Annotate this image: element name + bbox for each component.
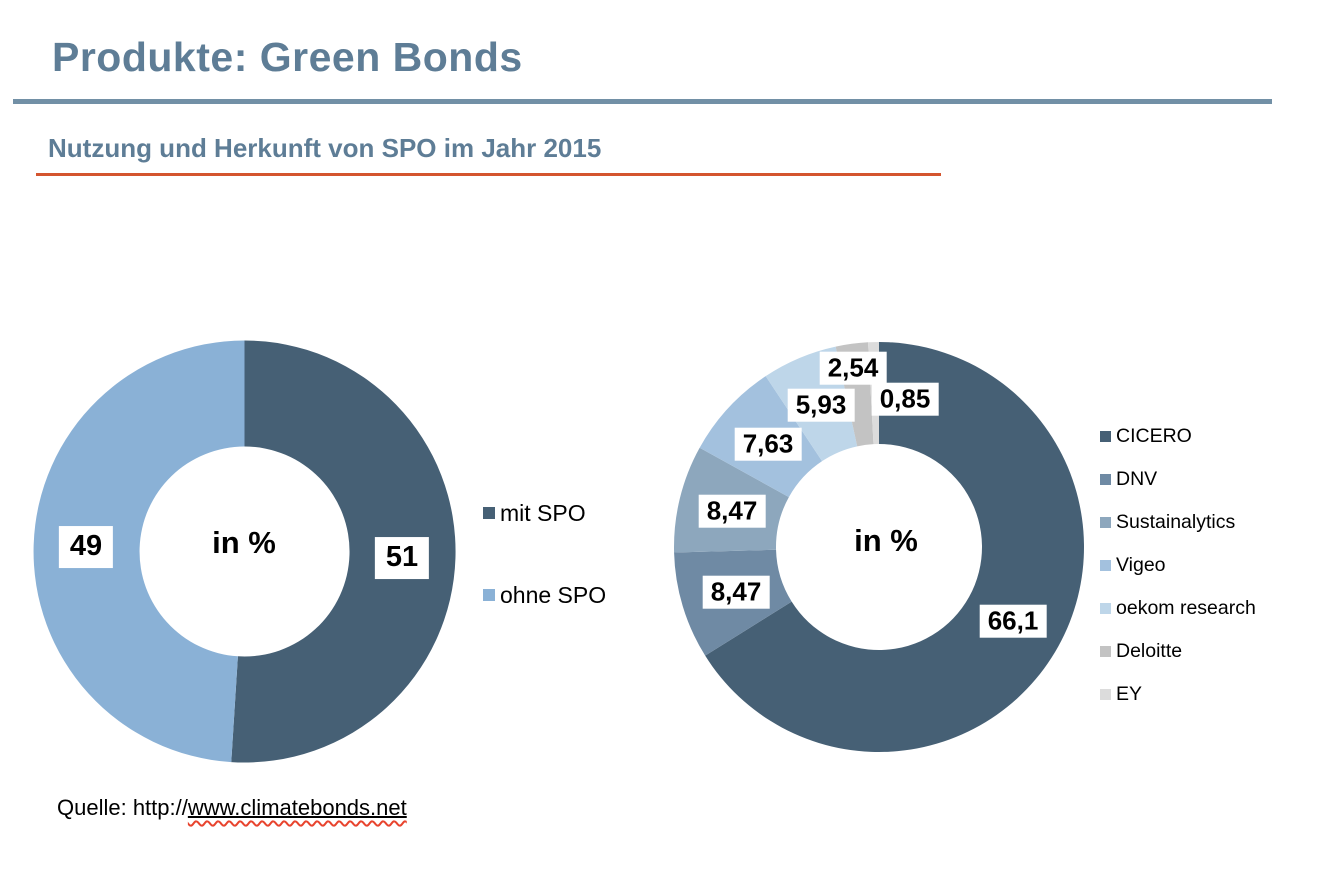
legend-item-vigeo: Vigeo bbox=[1100, 552, 1256, 578]
legend-spo-usage: mit SPO ohne SPO bbox=[483, 500, 606, 608]
donut-center-label: in % bbox=[854, 523, 918, 558]
legend-swatch-icon bbox=[1100, 430, 1111, 442]
donut-chart-spo-providers: 66,1 8,47 8,47 7,63 5,93 2,54 0,85 in % bbox=[673, 342, 1085, 752]
legend-label: Vigeo bbox=[1116, 553, 1166, 576]
legend-item-ohne-spo: ohne SPO bbox=[483, 582, 606, 608]
page-subtitle: Nutzung und Herkunft von SPO im Jahr 201… bbox=[48, 133, 602, 163]
source-prefix: Quelle: http:// bbox=[57, 795, 188, 820]
source-caption: Quelle: http://www.climatebonds.net bbox=[57, 795, 407, 821]
legend-label: oekom research bbox=[1116, 596, 1256, 619]
legend-label: EY bbox=[1116, 682, 1143, 705]
value-label-oekom-research: 5,93 bbox=[787, 388, 855, 422]
legend-item-ey: EY bbox=[1100, 681, 1256, 707]
donut-segment-cicero bbox=[705, 342, 1085, 752]
value-label-deloitte: 2,54 bbox=[819, 351, 887, 385]
legend-label: ohne SPO bbox=[500, 581, 607, 608]
donut-svg bbox=[33, 340, 456, 763]
legend-item-deloitte: Deloitte bbox=[1100, 638, 1256, 664]
value-label-cicero: 66,1 bbox=[979, 604, 1047, 638]
legend-swatch-icon bbox=[1100, 559, 1111, 571]
value-label-vigeo: 7,63 bbox=[734, 427, 802, 461]
legend-label: Deloitte bbox=[1116, 639, 1183, 662]
source-url: www.climatebonds.net bbox=[187, 795, 407, 820]
subtitle-accent-rule bbox=[36, 173, 941, 176]
donut-center-label: in % bbox=[212, 525, 276, 560]
legend-swatch-icon bbox=[1100, 602, 1111, 614]
legend-spo-providers: CICERO DNV Sustainalytics Vigeo oekom resear… bbox=[1100, 423, 1256, 707]
legend-swatch-icon bbox=[1100, 473, 1111, 485]
legend-label: CICERO bbox=[1116, 424, 1192, 447]
legend-swatch-icon bbox=[1100, 516, 1111, 528]
legend-item-dnv: DNV bbox=[1100, 466, 1256, 492]
value-label-ohne-spo: 49 bbox=[58, 526, 114, 568]
legend-label: mit SPO bbox=[500, 499, 586, 526]
value-label-mit-spo: 51 bbox=[374, 537, 430, 579]
value-label-sustainalytics: 8,47 bbox=[698, 494, 766, 528]
source-hyperlink[interactable]: www.climatebonds.net bbox=[188, 795, 407, 820]
legend-item-sustainalytics: Sustainalytics bbox=[1100, 509, 1256, 535]
legend-swatch-icon bbox=[1100, 645, 1111, 657]
legend-label: Sustainalytics bbox=[1116, 510, 1236, 533]
donut-segment-mit-spo bbox=[231, 340, 456, 763]
page-title: Produkte: Green Bonds bbox=[52, 34, 523, 80]
title-divider-rule bbox=[13, 99, 1272, 104]
legend-label: DNV bbox=[1116, 467, 1158, 490]
value-label-ey: 0,85 bbox=[871, 382, 939, 416]
legend-swatch-icon bbox=[1100, 688, 1111, 700]
donut-chart-spo-usage: 51 49 in % bbox=[33, 340, 456, 763]
legend-item-mit-spo: mit SPO bbox=[483, 500, 606, 526]
legend-swatch-icon bbox=[483, 589, 495, 601]
legend-item-cicero: CICERO bbox=[1100, 423, 1256, 449]
value-label-dnv: 8,47 bbox=[702, 575, 770, 609]
legend-swatch-icon bbox=[483, 507, 495, 519]
legend-item-oekom-research: oekom research bbox=[1100, 595, 1256, 621]
donut-segment-ohne-spo bbox=[33, 340, 245, 763]
